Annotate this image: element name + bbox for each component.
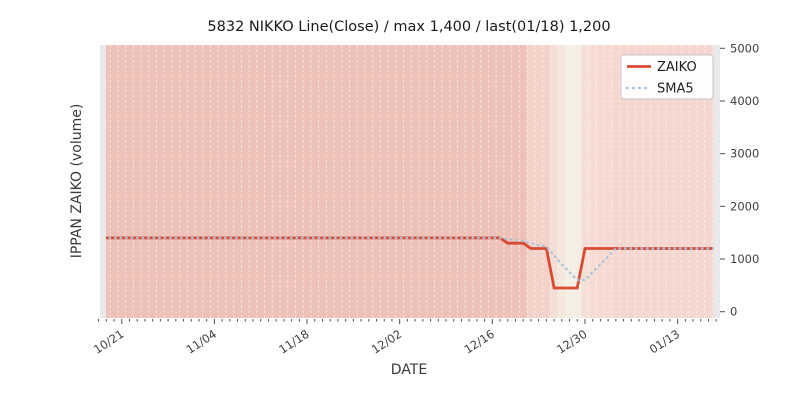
y-tick-label: 3000 xyxy=(730,147,759,161)
y-tick-label: 0 xyxy=(730,305,737,319)
y-tick-label: 2000 xyxy=(730,199,759,213)
x-tick-label: 10/21 xyxy=(91,327,126,357)
chart-title: 5832 NIKKO Line(Close) / max 1,400 / las… xyxy=(207,19,610,35)
x-tick-label: 12/30 xyxy=(554,327,589,357)
day-band-segment xyxy=(527,45,551,318)
day-band-segment xyxy=(106,45,528,318)
legend-sma5-label: SMA5 xyxy=(657,82,694,97)
legend-zaiko-label: ZAIKO xyxy=(657,60,697,75)
legend: ZAIKO SMA5 xyxy=(620,54,714,100)
y-axis-ticks: 0 1000 2000 3000 4000 5000 xyxy=(720,41,759,319)
x-tick-label: 11/04 xyxy=(184,327,219,357)
sma5-line xyxy=(106,236,714,282)
day-band-segment xyxy=(557,45,566,318)
y-tick-label: 5000 xyxy=(730,41,759,55)
day-band-segment xyxy=(581,45,589,318)
day-band-segment xyxy=(588,45,597,318)
x-tick-label: 01/13 xyxy=(647,327,682,357)
x-tick-label: 12/02 xyxy=(369,327,404,357)
y-tick-label: 1000 xyxy=(730,252,759,266)
x-axis-ticks: 10/21 11/04 11/18 12/02 12/16 12/30 01/13 xyxy=(91,319,717,357)
x-axis-label: DATE xyxy=(391,362,427,378)
y-tick-label: 4000 xyxy=(730,94,759,108)
x-tick-label: 12/16 xyxy=(462,327,497,357)
x-tick-label: 11/18 xyxy=(276,327,311,357)
data-series xyxy=(106,236,714,290)
y-axis-label: IPPAN ZAIKO (volume) xyxy=(69,104,85,259)
day-band-segment xyxy=(550,45,558,318)
